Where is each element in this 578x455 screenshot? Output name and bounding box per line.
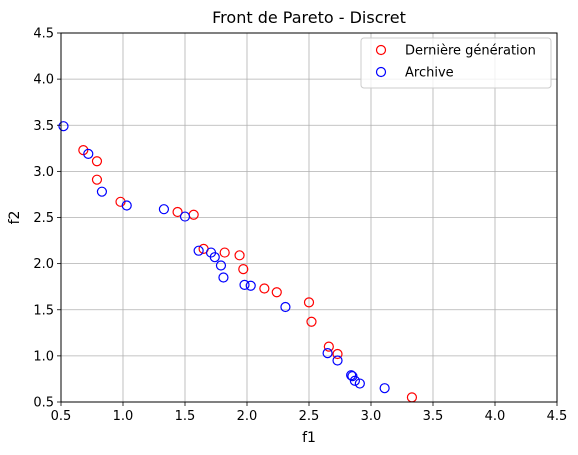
archive-point [121, 200, 132, 211]
y-tick-label: 3.0 [33, 165, 54, 180]
y-tick-label: 2.5 [33, 211, 54, 226]
archive-point [158, 204, 170, 215]
last-generation-point [306, 316, 317, 327]
archive-point [215, 260, 227, 271]
series-last-generation [78, 145, 418, 403]
archive-point [332, 355, 343, 366]
x-tick-label: 2.0 [237, 409, 258, 424]
legend-box [360, 37, 552, 89]
archive-point [354, 378, 365, 389]
last-generation-point [238, 264, 249, 275]
y-tick-label: 4.0 [33, 73, 54, 88]
x-tick-label: 0.5 [51, 409, 72, 424]
legend-marker-last-generation [375, 44, 387, 56]
last-generation-point [271, 287, 282, 298]
last-generation-point [234, 250, 245, 261]
last-generation-point [219, 247, 230, 258]
x-tick-label: 3.0 [361, 409, 382, 424]
archive-point [83, 148, 94, 159]
x-axis-label: f1 [302, 430, 316, 446]
legend-marker-archive [375, 66, 387, 78]
archive-point [346, 370, 357, 381]
archive-point [349, 375, 360, 386]
data-points [58, 121, 418, 403]
x-tick-label: 4.5 [547, 409, 568, 424]
y-tick-label: 1.5 [33, 303, 54, 318]
last-generation-point [323, 341, 334, 352]
x-tick-label: 1.5 [175, 409, 196, 424]
archive-point [280, 301, 291, 313]
archive-point [209, 252, 220, 263]
last-generation-point [172, 206, 183, 218]
x-axis-ticks: 0.5 1.0 1.5 2.0 2.5 3.0 3.5 4.0 4.5 [51, 402, 568, 424]
archive-point [245, 280, 256, 291]
x-tick-label: 2.5 [299, 409, 320, 424]
archive-point [218, 272, 229, 283]
legend-label-last-generation: Dernière génération [405, 44, 536, 59]
y-tick-label: 4.5 [33, 27, 54, 42]
x-tick-label: 3.5 [423, 409, 444, 424]
legend: Dernière génération Archive [360, 37, 552, 89]
last-generation-point [91, 156, 103, 167]
y-tick-label: 2.0 [33, 257, 54, 272]
archive-point [239, 279, 250, 290]
y-tick-label: 0.5 [33, 396, 54, 411]
archive-point [58, 121, 69, 132]
archive-point [379, 383, 390, 394]
series-archive [58, 121, 390, 394]
archive-point [193, 245, 204, 256]
y-tick-label: 3.5 [33, 119, 54, 134]
x-tick-label: 4.0 [485, 409, 506, 424]
y-tick-label: 1.0 [33, 349, 54, 364]
last-generation-point [259, 283, 270, 294]
archive-point [179, 211, 191, 222]
archive-point [96, 186, 108, 197]
archive-point [322, 348, 333, 359]
last-generation-point [91, 174, 103, 185]
last-generation-point [332, 348, 343, 360]
legend-label-archive: Archive [405, 66, 454, 81]
last-generation-point [303, 297, 315, 308]
y-axis-ticks: 0.5 1.0 1.5 2.0 2.5 3.0 3.5 4.0 4.5 [33, 27, 61, 411]
chart-title: Front de Pareto - Discret [212, 8, 406, 27]
y-axis-label: f2 [7, 211, 23, 225]
x-tick-label: 1.0 [113, 409, 134, 424]
